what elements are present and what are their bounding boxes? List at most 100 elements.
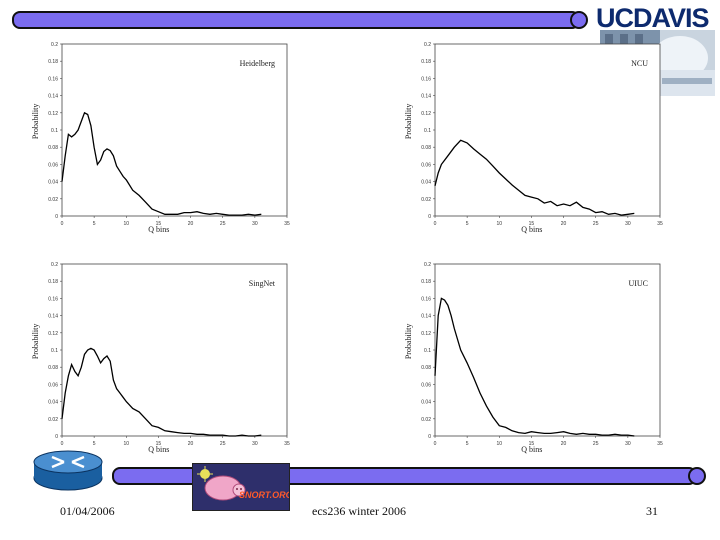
x-tick-label: 25 xyxy=(220,441,226,447)
y-tick-label: 0.04 xyxy=(421,400,431,406)
y-tick-label: 0 xyxy=(55,214,58,220)
x-axis-label: Q bins xyxy=(148,445,169,454)
y-tick-label: 0.18 xyxy=(421,279,431,285)
x-tick-label: 10 xyxy=(497,441,503,447)
x-tick-label: 15 xyxy=(156,221,162,227)
x-tick-label: 5 xyxy=(93,441,96,447)
chart-title: Heidelberg xyxy=(240,59,275,68)
y-axis-label: Probability xyxy=(404,324,413,360)
x-tick-label: 30 xyxy=(252,221,258,227)
chart-title: SingNet xyxy=(249,279,276,288)
x-tick-label: 10 xyxy=(497,221,503,227)
y-tick-label: 0 xyxy=(428,214,431,220)
x-axis-label: Q bins xyxy=(148,225,169,234)
x-axis-label: Q bins xyxy=(521,445,542,454)
ucdavis-logo: UCDAVIS xyxy=(596,3,710,34)
x-tick-label: 20 xyxy=(561,221,567,227)
y-tick-label: 0.06 xyxy=(421,382,431,388)
y-axis-label: Probability xyxy=(404,104,413,140)
header-bar xyxy=(12,11,580,29)
x-tick-label: 20 xyxy=(188,221,194,227)
y-tick-label: 0.14 xyxy=(48,314,58,320)
x-tick-label: 25 xyxy=(220,221,226,227)
y-tick-label: 0.08 xyxy=(48,365,58,371)
x-tick-label: 5 xyxy=(93,221,96,227)
x-tick-label: 20 xyxy=(561,441,567,447)
y-tick-label: 0.16 xyxy=(421,296,431,302)
y-tick-label: 0.16 xyxy=(421,76,431,82)
x-tick-label: 5 xyxy=(466,441,469,447)
snort-logo: SNORT.ORG xyxy=(192,463,290,511)
y-tick-label: 0.12 xyxy=(48,331,58,337)
x-tick-label: 5 xyxy=(466,221,469,227)
y-tick-label: 0.08 xyxy=(48,145,58,151)
y-tick-label: 0.1 xyxy=(51,128,58,134)
chart-ncu: 0 0.02 0.04 0.06 0.08 0.1 0.12 0.14 0.16 0.18 0.2 0… xyxy=(397,38,667,248)
series-line xyxy=(61,111,262,216)
y-tick-label: 0.06 xyxy=(421,162,431,168)
y-axis-label: Probability xyxy=(31,104,40,140)
y-tick-label: 0 xyxy=(428,434,431,440)
plot-frame xyxy=(61,43,288,217)
x-tick-label: 30 xyxy=(625,221,631,227)
y-tick-label: 0.06 xyxy=(48,162,58,168)
y-tick-label: 0.12 xyxy=(48,111,58,117)
y-tick-label: 0.04 xyxy=(421,180,431,186)
x-tick-label: 0 xyxy=(61,221,64,227)
logo-uc: UC xyxy=(596,3,634,33)
chart-heidelberg: 0 0.02 0.04 0.06 0.08 0.1 0.12 0.14 0.16 0.18 0.2 0… xyxy=(24,38,294,248)
y-tick-label: 0.1 xyxy=(424,128,431,134)
y-tick-label: 0 xyxy=(55,434,58,440)
footer-course: ecs236 winter 2006 xyxy=(312,504,406,518)
chart-singnet: 0 0.02 0.04 0.06 0.08 0.1 0.12 0.14 0.16 0.18 0.2 0… xyxy=(24,258,294,463)
x-axis-label: Q bins xyxy=(521,225,542,234)
header-bar-knob xyxy=(570,11,588,29)
series-line xyxy=(434,297,635,437)
footer-bar-knob xyxy=(688,467,706,485)
chart-title: UIUC xyxy=(628,279,648,288)
plot-frame xyxy=(61,263,288,437)
x-tick-label: 15 xyxy=(529,221,535,227)
y-tick-label: 0.16 xyxy=(48,296,58,302)
x-tick-label: 15 xyxy=(529,441,535,447)
y-tick-label: 0.04 xyxy=(48,400,58,406)
y-tick-label: 0.04 xyxy=(48,180,58,186)
x-tick-label: 35 xyxy=(284,441,290,447)
y-tick-label: 0.06 xyxy=(48,382,58,388)
logo-davis: DAVIS xyxy=(633,3,710,33)
y-tick-label: 0.02 xyxy=(421,197,431,203)
x-tick-label: 25 xyxy=(593,441,599,447)
x-tick-label: 15 xyxy=(156,441,162,447)
y-tick-label: 0.14 xyxy=(421,314,431,320)
plot-frame xyxy=(434,263,661,437)
y-tick-label: 0.14 xyxy=(421,94,431,100)
y-tick-label: 0.02 xyxy=(48,197,58,203)
y-tick-label: 0.12 xyxy=(421,331,431,337)
chart-title: NCU xyxy=(631,59,648,68)
y-tick-label: 0.2 xyxy=(424,262,431,268)
y-tick-label: 0.08 xyxy=(421,365,431,371)
y-tick-label: 0.16 xyxy=(48,76,58,82)
x-tick-label: 30 xyxy=(252,441,258,447)
y-tick-label: 0.02 xyxy=(421,417,431,423)
x-tick-label: 0 xyxy=(61,441,64,447)
y-tick-label: 0.2 xyxy=(424,42,431,48)
chart-uiuc: 0 0.02 0.04 0.06 0.08 0.1 0.12 0.14 0.16 0.18 0.2 0… xyxy=(397,258,667,463)
series-line xyxy=(434,139,635,216)
y-tick-label: 0.18 xyxy=(48,59,58,65)
y-tick-label: 0.18 xyxy=(421,59,431,65)
footer-date: 01/04/2006 xyxy=(60,504,115,518)
y-tick-label: 0.08 xyxy=(421,145,431,151)
y-tick-label: 0.2 xyxy=(51,262,58,268)
y-tick-label: 0.1 xyxy=(424,348,431,354)
x-tick-label: 10 xyxy=(124,441,130,447)
x-tick-label: 35 xyxy=(284,221,290,227)
x-tick-label: 35 xyxy=(657,221,663,227)
snort-logo-text: SNORT.ORG xyxy=(239,490,290,500)
y-tick-label: 0.1 xyxy=(51,348,58,354)
footer-page-number: 31 xyxy=(646,504,658,518)
x-tick-label: 20 xyxy=(188,441,194,447)
y-tick-label: 0.14 xyxy=(48,94,58,100)
y-tick-label: 0.18 xyxy=(48,279,58,285)
y-tick-label: 0.12 xyxy=(421,111,431,117)
